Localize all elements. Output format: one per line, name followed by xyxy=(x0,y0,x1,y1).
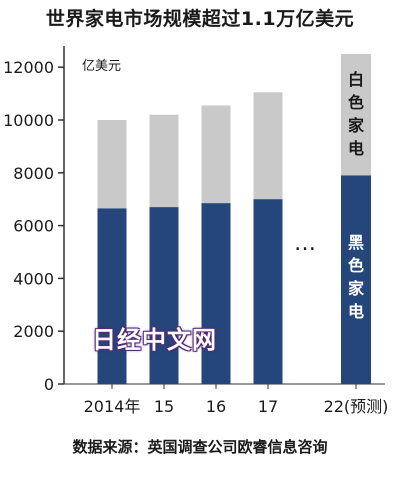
bar-segment-white-appliances xyxy=(201,105,231,204)
series-label-char: 白 xyxy=(347,70,364,89)
y-tick-label: 6000 xyxy=(13,217,54,236)
x-tick-label: 22(预测) xyxy=(324,397,389,416)
x-tick-label: 16 xyxy=(206,397,226,416)
series-label-char: 家 xyxy=(347,279,364,299)
bar-segment-black-appliances xyxy=(149,207,179,384)
series-label-black-appliances: 黑色家电 xyxy=(341,231,371,323)
x-tick-label: 15 xyxy=(154,397,174,416)
bar-segment-white-appliances xyxy=(341,54,371,176)
y-tick-label: 4000 xyxy=(13,269,54,288)
series-label-char: 电 xyxy=(347,139,364,158)
y-tick-label: 0 xyxy=(44,375,54,394)
y-axis-unit-label: 亿美元 xyxy=(82,59,121,74)
bar-segment-black-appliances xyxy=(201,203,231,384)
x-tick-label: 2014年 xyxy=(84,397,141,416)
series-label-char: 色 xyxy=(347,93,364,112)
bar-segment-black-appliances xyxy=(341,175,371,384)
series-label-char: 家 xyxy=(347,116,364,135)
axis-break-ellipsis: … xyxy=(294,231,316,256)
y-tick-label: 2000 xyxy=(13,322,54,341)
bar-segment-white-appliances xyxy=(97,120,127,209)
series-label-white-appliances: 白色家电 xyxy=(341,68,371,160)
y-tick-label: 8000 xyxy=(13,164,54,183)
y-tick-label: 12000 xyxy=(3,58,54,77)
y-tick-label: 10000 xyxy=(3,111,54,130)
bar-segment-black-appliances xyxy=(97,208,127,384)
series-label-char: 电 xyxy=(347,302,364,322)
chart-title: 世界家电市场规模超过1.1万亿美元 xyxy=(45,8,355,30)
watermark: 日经中文网 xyxy=(92,326,217,354)
data-source: 数据来源：英国调查公司欧睿信息咨询 xyxy=(72,438,328,456)
bar-segment-black-appliances xyxy=(253,199,283,384)
x-tick-label: 17 xyxy=(258,397,278,416)
bar-segment-white-appliances xyxy=(253,92,283,200)
bar-segment-white-appliances xyxy=(149,114,179,208)
series-label-char: 色 xyxy=(347,256,364,276)
series-label-char: 黑 xyxy=(347,233,364,253)
